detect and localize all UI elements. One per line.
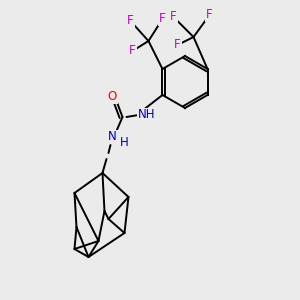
Text: O: O bbox=[108, 91, 117, 103]
Text: F: F bbox=[174, 38, 181, 52]
Text: F: F bbox=[206, 8, 213, 22]
Text: F: F bbox=[127, 14, 134, 28]
Text: F: F bbox=[170, 11, 177, 23]
Text: NH: NH bbox=[138, 109, 155, 122]
Text: H: H bbox=[120, 136, 129, 149]
Text: F: F bbox=[129, 44, 136, 58]
Text: N: N bbox=[108, 130, 117, 143]
Text: F: F bbox=[159, 13, 166, 26]
